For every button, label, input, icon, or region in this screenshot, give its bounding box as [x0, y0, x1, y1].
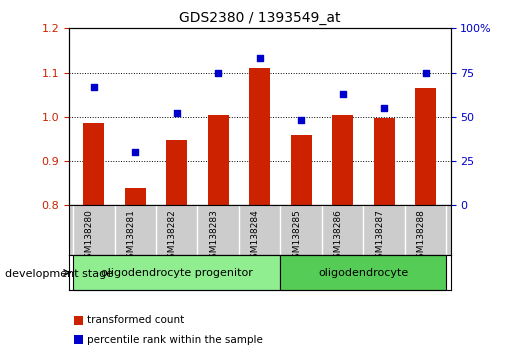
Point	[131, 149, 139, 155]
Point	[421, 70, 430, 75]
Text: GSM138287: GSM138287	[375, 209, 384, 264]
Text: GSM138286: GSM138286	[334, 209, 343, 264]
Bar	[208, 115, 228, 205]
Text: GSM138283: GSM138283	[209, 209, 218, 264]
Bar	[73, 255, 280, 290]
Text: percentile rank within the sample: percentile rank within the sample	[87, 335, 263, 345]
Text: oligodendrocyte progenitor: oligodendrocyte progenitor	[101, 268, 253, 278]
Point	[339, 91, 347, 97]
Text: oligodendrocyte: oligodendrocyte	[319, 268, 409, 278]
Point	[214, 70, 223, 75]
Text: transformed count: transformed count	[87, 315, 184, 325]
Text: GSM138284: GSM138284	[251, 209, 260, 264]
Text: GSM138280: GSM138280	[85, 209, 94, 264]
Title: GDS2380 / 1393549_at: GDS2380 / 1393549_at	[179, 11, 340, 24]
Point	[380, 105, 388, 111]
Text: GSM138285: GSM138285	[292, 209, 301, 264]
Bar	[374, 118, 394, 205]
Point	[172, 110, 181, 116]
Bar	[166, 140, 187, 205]
Point	[90, 84, 98, 90]
Text: GSM138288: GSM138288	[417, 209, 426, 264]
Bar	[291, 135, 312, 205]
Point	[255, 56, 264, 61]
Bar	[332, 115, 353, 205]
Bar	[83, 122, 104, 205]
Bar	[280, 255, 446, 290]
Text: GSM138281: GSM138281	[126, 209, 135, 264]
Text: development stage: development stage	[5, 269, 113, 279]
Point	[297, 118, 305, 123]
Text: GSM138282: GSM138282	[167, 209, 176, 264]
Bar	[125, 188, 146, 205]
Bar	[249, 68, 270, 205]
Bar	[415, 88, 436, 205]
